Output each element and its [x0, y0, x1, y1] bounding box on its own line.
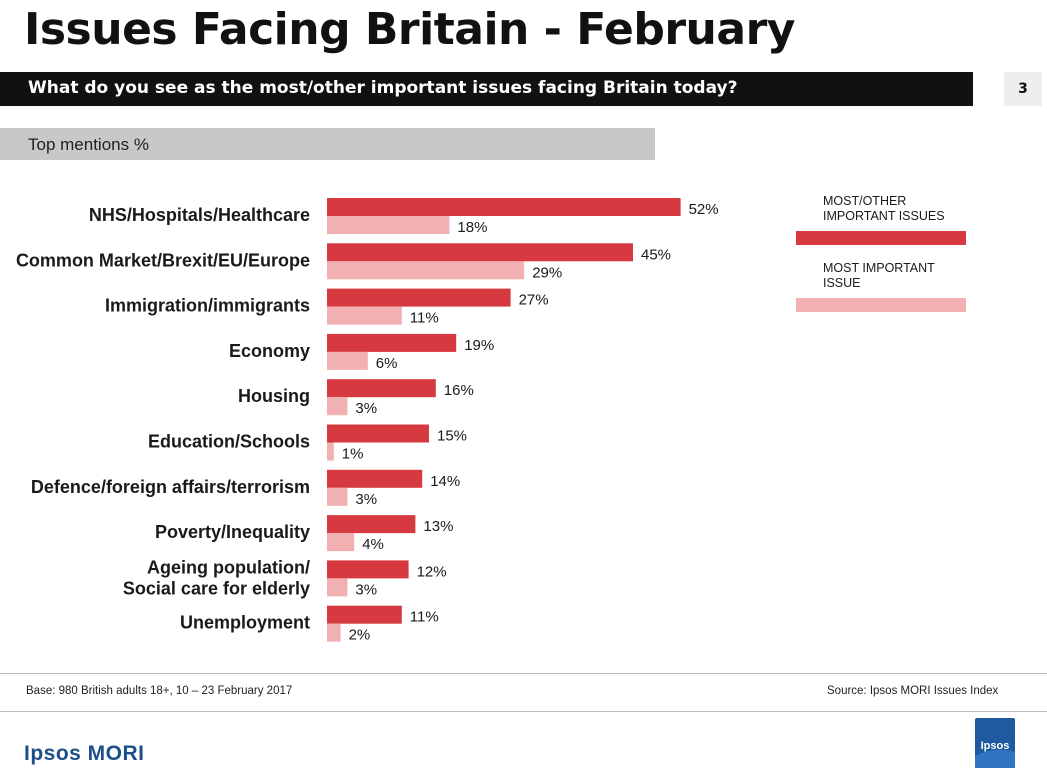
bar-most-important	[327, 623, 341, 642]
bar-most-important	[327, 306, 402, 325]
category-label: Housing	[238, 386, 310, 406]
data-label-most-other: 13%	[423, 518, 453, 535]
bar-most-important	[327, 216, 450, 234]
bar-most-other	[327, 424, 429, 443]
bar-most-other	[327, 333, 457, 352]
data-label-most-important: 3%	[355, 400, 377, 417]
bar-most-important	[327, 487, 348, 506]
legend-label: MOST IMPORTANT ISSUE	[823, 261, 935, 290]
category-label: Common Market/Brexit/EU/Europe	[16, 250, 310, 270]
bar-most-other	[327, 560, 409, 579]
bar-most-important	[327, 261, 525, 280]
data-label-most-important: 1%	[342, 446, 364, 463]
data-label-most-other: 27%	[519, 292, 549, 309]
bar-most-important	[327, 351, 368, 370]
data-label-most-other: 52%	[689, 201, 719, 218]
legend-swatch-most-other	[796, 231, 966, 245]
bar-most-other	[327, 243, 633, 262]
bar-most-other	[327, 288, 511, 307]
bar-most-important	[327, 578, 348, 597]
bar-most-other	[327, 469, 423, 488]
question-banner: What do you see as the most/other import…	[0, 72, 973, 106]
data-label-most-important: 6%	[376, 355, 398, 372]
bar-most-important	[327, 397, 348, 416]
category-label: Unemployment	[180, 613, 310, 633]
data-label-most-other: 19%	[464, 337, 494, 354]
bar-most-other	[327, 198, 681, 216]
data-label-most-other: 12%	[417, 563, 447, 580]
page-number: 3	[1004, 72, 1042, 106]
divider-bottom	[0, 711, 1047, 712]
base-note: Base: 980 British adults 18+, 10 – 23 Fe…	[26, 685, 293, 697]
bar-most-important	[327, 442, 334, 461]
data-label-most-important: 11%	[410, 310, 439, 327]
category-label: Poverty/Inequality	[155, 522, 310, 542]
legend-label: MOST/OTHER IMPORTANT ISSUES	[823, 194, 945, 223]
category-label: Education/Schools	[148, 432, 310, 452]
category-label: Ageing population/Social care for elderl…	[123, 557, 310, 598]
divider-top	[0, 673, 1047, 674]
data-label-most-important: 4%	[362, 536, 384, 553]
question-text: What do you see as the most/other import…	[28, 78, 738, 98]
logo-text: Ipsos	[981, 740, 1010, 752]
data-label-most-other: 14%	[430, 473, 460, 490]
data-label-most-important: 18%	[457, 219, 487, 236]
source-note: Source: Ipsos MORI Issues Index	[827, 685, 999, 697]
subheader-banner: Top mentions %	[0, 128, 655, 160]
data-label-most-other: 45%	[641, 246, 671, 263]
data-label-most-other: 16%	[444, 382, 474, 399]
data-label-most-important: 29%	[532, 264, 562, 281]
data-label-most-important: 3%	[355, 581, 377, 598]
page-title: Issues Facing Britain - February	[24, 4, 795, 55]
bar-most-other	[327, 515, 416, 534]
category-label: Economy	[229, 341, 310, 361]
bar-most-other	[327, 605, 402, 624]
data-label-most-important: 2%	[349, 627, 371, 644]
ipsos-logo: Ipsos	[975, 718, 1015, 768]
data-label-most-other: 11%	[410, 609, 439, 626]
data-label-most-other: 15%	[437, 428, 467, 445]
category-label: Immigration/immigrants	[105, 296, 310, 316]
category-label: NHS/Hospitals/Healthcare	[89, 205, 310, 225]
data-label-most-important: 3%	[355, 491, 377, 508]
subheader-text: Top mentions %	[28, 135, 149, 154]
category-label: Defence/foreign affairs/terrorism	[31, 477, 310, 497]
bar-most-important	[327, 533, 355, 552]
bar-most-other	[327, 379, 436, 398]
legend-swatch-most-important	[796, 298, 966, 312]
brand-name: Ipsos MORI	[24, 742, 145, 765]
